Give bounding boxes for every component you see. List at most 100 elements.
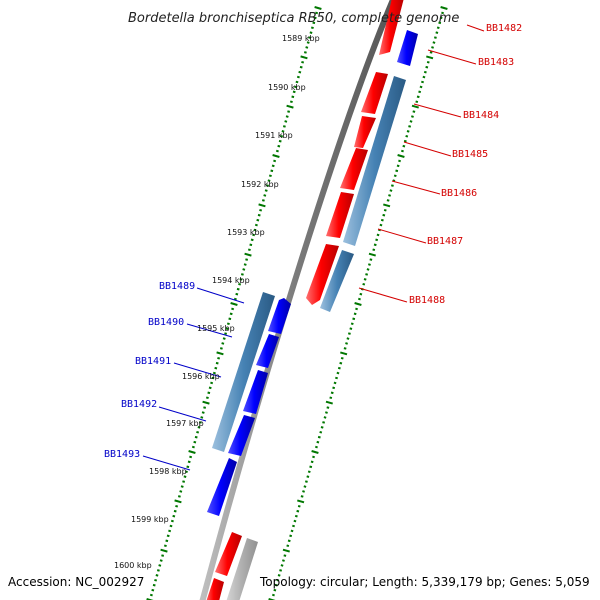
cds-bar-2 [320, 250, 354, 312]
gene-bb1491-feature[interactable] [243, 370, 268, 414]
cds-bar-3 [212, 292, 275, 452]
major-tick [216, 351, 224, 356]
gene-label-bb1484[interactable]: BB1484 [463, 110, 499, 121]
tick-label: 1593 kbp [227, 228, 265, 237]
gene-label-bb1486[interactable]: BB1486 [441, 188, 477, 199]
minor-tick [256, 218, 260, 222]
minor-tick [253, 228, 257, 232]
major-tick [272, 154, 280, 158]
gene-label-bb1488[interactable]: BB1488 [409, 295, 445, 306]
minor-tick [310, 26, 314, 30]
minor-tick [408, 125, 412, 128]
minor-tick [372, 248, 376, 252]
minor-tick [267, 179, 271, 182]
minor-tick [159, 559, 163, 562]
major-tick [314, 6, 322, 10]
minor-tick [317, 435, 321, 439]
minor-tick [375, 238, 379, 242]
minor-tick [412, 110, 416, 113]
minor-tick [358, 297, 361, 301]
minor-tick [180, 485, 184, 488]
gene-bb1485-feature[interactable] [354, 116, 376, 148]
tick-label: 1595 kbp [197, 324, 235, 333]
minor-tick [306, 475, 310, 478]
minor-tick [201, 411, 205, 414]
minor-tick [405, 134, 409, 138]
minor-tick [368, 263, 371, 266]
minor-tick [286, 544, 290, 548]
minor-tick [359, 292, 363, 296]
minor-tick [280, 134, 284, 138]
minor-tick [207, 391, 211, 395]
gene-bb1490-feature[interactable] [256, 334, 279, 368]
topology-info: Topology: circular; Length: 5,339,179 bp… [259, 575, 590, 589]
minor-tick [310, 460, 314, 464]
gene-bb1483-feature[interactable] [397, 30, 418, 66]
minor-tick [165, 539, 169, 543]
tick-label: 1594 kbp [212, 276, 250, 285]
minor-tick [257, 213, 261, 217]
minor-tick [323, 416, 327, 419]
minor-tick [346, 337, 350, 340]
minor-tick [369, 258, 373, 261]
minor-tick [337, 366, 341, 370]
major-tick [340, 351, 348, 356]
minor-tick [301, 60, 305, 64]
minor-tick [294, 85, 298, 89]
gene-bottom-red-2[interactable] [205, 578, 224, 600]
minor-tick [282, 559, 285, 562]
minor-tick [441, 11, 444, 15]
gene-label-bb1491[interactable]: BB1491 [135, 356, 171, 367]
minor-tick [226, 322, 230, 326]
gene-bb1486a-feature[interactable] [340, 148, 368, 190]
tick-label: 1591 kbp [255, 131, 293, 140]
minor-tick [194, 435, 198, 439]
gene-label-bb1493[interactable]: BB1493 [104, 449, 140, 460]
minor-tick [309, 465, 313, 469]
minor-tick [415, 100, 419, 104]
minor-tick [297, 504, 301, 508]
minor-tick [362, 282, 366, 286]
gene-label-bb1487[interactable]: BB1487 [427, 236, 463, 247]
gene-label-bb1489[interactable]: BB1489 [159, 281, 195, 292]
minor-tick [302, 490, 305, 493]
major-tick [202, 400, 210, 405]
gene-label-bb1490[interactable]: BB1490 [148, 317, 184, 328]
minor-tick [438, 21, 442, 25]
major-tick [282, 548, 290, 553]
gene-bb1487-feature[interactable] [306, 244, 339, 305]
gene-bottom-red-1[interactable] [215, 532, 242, 576]
gene-bb1492-feature[interactable] [228, 415, 255, 456]
gene-bottom-grey[interactable] [225, 538, 258, 600]
gene-label-bb1492[interactable]: BB1492 [121, 399, 157, 410]
minor-tick [175, 504, 179, 508]
major-tick [397, 154, 405, 158]
gene-label-bb1483[interactable]: BB1483 [478, 57, 514, 68]
minor-tick [299, 65, 303, 69]
minor-tick [217, 356, 221, 360]
minor-tick [312, 455, 315, 459]
minor-tick [392, 179, 396, 182]
gene-label-bb1482[interactable]: BB1482 [486, 23, 522, 34]
minor-tick [295, 80, 299, 84]
gene-bb1493-feature[interactable] [207, 458, 237, 516]
minor-tick [238, 282, 242, 286]
minor-tick [386, 199, 390, 202]
gene-bb1489-feature[interactable] [268, 298, 291, 334]
tick-label: 1590 kbp [268, 83, 306, 92]
major-tick [268, 598, 276, 600]
minor-tick [224, 332, 228, 335]
tick-label: 1597 kbp [166, 419, 204, 428]
major-tick [311, 450, 319, 454]
minor-tick [403, 139, 407, 143]
minor-tick [409, 120, 413, 123]
minor-tick [182, 480, 186, 483]
minor-tick [303, 51, 307, 54]
gene-bb1484-feature[interactable] [361, 72, 388, 114]
minor-tick [411, 115, 414, 118]
minor-tick [172, 514, 176, 518]
minor-tick [221, 342, 225, 345]
gene-bb1486b-feature[interactable] [326, 192, 354, 238]
gene-bb1482-feature[interactable] [379, 0, 404, 55]
gene-label-bb1485[interactable]: BB1485 [452, 149, 488, 160]
